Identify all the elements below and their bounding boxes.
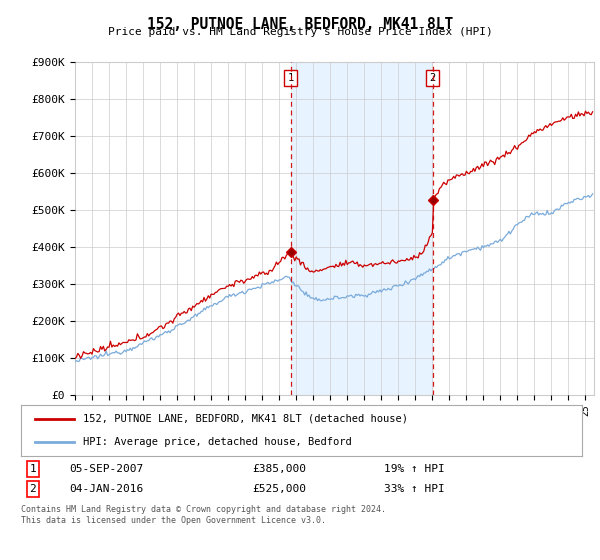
Text: 04-JAN-2016: 04-JAN-2016 bbox=[69, 484, 143, 494]
Text: Contains HM Land Registry data © Crown copyright and database right 2024.
This d: Contains HM Land Registry data © Crown c… bbox=[21, 505, 386, 525]
Text: 33% ↑ HPI: 33% ↑ HPI bbox=[384, 484, 445, 494]
Text: 05-SEP-2007: 05-SEP-2007 bbox=[69, 464, 143, 474]
Text: 1: 1 bbox=[29, 464, 37, 474]
Text: 1: 1 bbox=[287, 73, 294, 83]
Text: £385,000: £385,000 bbox=[252, 464, 306, 474]
Text: 19% ↑ HPI: 19% ↑ HPI bbox=[384, 464, 445, 474]
Text: £525,000: £525,000 bbox=[252, 484, 306, 494]
Text: HPI: Average price, detached house, Bedford: HPI: Average price, detached house, Bedf… bbox=[83, 437, 352, 447]
Text: 2: 2 bbox=[29, 484, 37, 494]
Text: 2: 2 bbox=[430, 73, 436, 83]
Text: 152, PUTNOE LANE, BEDFORD, MK41 8LT: 152, PUTNOE LANE, BEDFORD, MK41 8LT bbox=[147, 17, 453, 32]
Text: 152, PUTNOE LANE, BEDFORD, MK41 8LT (detached house): 152, PUTNOE LANE, BEDFORD, MK41 8LT (det… bbox=[83, 414, 408, 424]
Text: Price paid vs. HM Land Registry's House Price Index (HPI): Price paid vs. HM Land Registry's House … bbox=[107, 27, 493, 37]
Bar bbox=[290, 62, 433, 395]
